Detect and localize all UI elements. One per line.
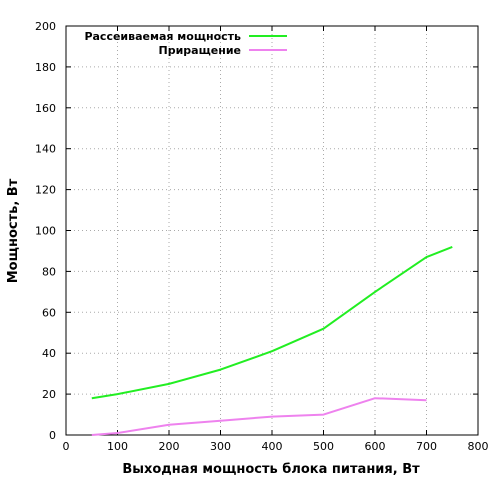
y-tick-label: 0 xyxy=(49,429,56,442)
grid xyxy=(66,26,478,435)
series-line-2 xyxy=(91,397,427,436)
y-tick-label: 180 xyxy=(35,61,56,74)
y-tick-label: 80 xyxy=(42,265,56,278)
x-tick-label: 0 xyxy=(63,440,70,453)
y-tick-label: 140 xyxy=(35,143,56,156)
x-tick-label: 700 xyxy=(416,440,437,453)
x-axis-label: Выходная мощность блока питания, Вт xyxy=(122,462,420,477)
series-line-1 xyxy=(91,245,453,400)
y-tick-label: 200 xyxy=(35,20,56,33)
x-tick-label: 200 xyxy=(159,440,180,453)
y-axis-label: Мощность, Вт xyxy=(6,178,21,283)
y-tick-label: 160 xyxy=(35,102,56,115)
x-tick-label: 300 xyxy=(210,440,231,453)
x-tick-label: 800 xyxy=(468,440,489,453)
y-tick-label: 40 xyxy=(42,347,56,360)
x-tick-label: 100 xyxy=(107,440,128,453)
x-tick-label: 500 xyxy=(313,440,334,453)
legend-label-2: Приращение xyxy=(159,44,241,57)
x-tick-label: 600 xyxy=(365,440,386,453)
x-tick-label: 400 xyxy=(262,440,283,453)
y-tick-label: 100 xyxy=(35,225,56,238)
series xyxy=(91,245,453,436)
y-tick-label: 120 xyxy=(35,184,56,197)
legend-label-1: Рассеиваемая мощность xyxy=(84,30,241,43)
y-tick-label: 20 xyxy=(42,388,56,401)
y-tick-label: 60 xyxy=(42,306,56,319)
tick-labels: 0 100 200 300 400 500 600 700 800 0 20 40 60 80 100 120… xyxy=(35,20,489,453)
